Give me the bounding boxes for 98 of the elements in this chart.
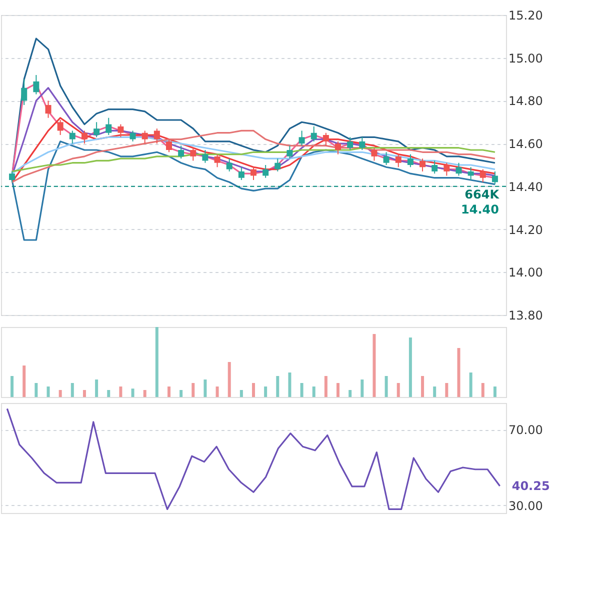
- bar: [493, 386, 496, 397]
- candlestick: [407, 154, 414, 168]
- candlestick: [45, 100, 52, 118]
- y-tick-label: 14.00: [508, 266, 543, 280]
- candlestick: [21, 78, 28, 106]
- y-tick-label: 30.00: [508, 498, 543, 513]
- bar: [312, 386, 316, 397]
- candlestick: [130, 130, 136, 142]
- candlestick: [432, 160, 438, 174]
- candlestick: [262, 164, 269, 178]
- candlestick: [371, 147, 378, 162]
- annotation: 664K: [464, 187, 500, 202]
- bar: [82, 390, 86, 397]
- bar: [180, 390, 183, 397]
- bar: [70, 383, 74, 397]
- candlestick: [492, 170, 498, 185]
- candlestick: [347, 136, 354, 150]
- candlestick: [226, 158, 232, 172]
- y-tick-label: 14.80: [508, 94, 543, 108]
- candlestick: [298, 130, 305, 146]
- candlestick: [33, 74, 40, 95]
- bar: [408, 338, 412, 397]
- bar: [276, 376, 280, 397]
- candlestick: [468, 166, 474, 180]
- candlestick: [69, 130, 76, 144]
- y-tick-label: 14.20: [508, 222, 543, 237]
- candlestick: [142, 130, 148, 144]
- candlestick: [322, 132, 329, 146]
- y-tick-label: 15.20: [508, 8, 543, 22]
- bar: [300, 383, 304, 397]
- candlestick: [94, 122, 100, 138]
- candlestick: [286, 145, 293, 160]
- y-tick-label: 15.00: [508, 51, 543, 66]
- bar: [348, 390, 352, 397]
- candlestick: [480, 168, 486, 183]
- line-series: [11, 130, 496, 183]
- bar: [264, 386, 268, 397]
- candlestick: [359, 136, 366, 150]
- candlestick: [335, 140, 342, 155]
- bar: [481, 383, 484, 397]
- bar: [433, 386, 436, 397]
- bar: [34, 383, 38, 397]
- bar: [107, 390, 110, 397]
- candlestick: [154, 128, 160, 144]
- candlestick: [420, 158, 426, 172]
- line-series: [11, 117, 496, 183]
- bar: [192, 383, 195, 397]
- text: 40.25: [512, 478, 550, 493]
- candlestick: [274, 158, 281, 172]
- bar: [155, 327, 158, 397]
- bar: [167, 386, 170, 397]
- candlestick: [9, 170, 16, 183]
- y-tick-label: 13.80: [508, 308, 543, 322]
- candlestick: [456, 162, 462, 176]
- y-tick-label: 14.40: [508, 180, 543, 194]
- bar: [204, 380, 207, 397]
- bar: [216, 386, 219, 397]
- bar: [143, 390, 146, 397]
- bar: [372, 334, 376, 397]
- bar: [95, 380, 98, 397]
- bar: [252, 383, 255, 397]
- bar: [10, 376, 14, 397]
- candlestick: [178, 145, 184, 160]
- bar: [58, 390, 62, 397]
- bar: [228, 362, 231, 397]
- bar: [336, 383, 340, 397]
- bar: [288, 372, 292, 397]
- candlestick: [310, 126, 317, 142]
- bar: [445, 383, 448, 397]
- y-tick-label: 70.00: [508, 423, 543, 438]
- bar: [421, 376, 424, 397]
- y-tick-label: 14.60: [508, 137, 543, 152]
- bar: [46, 386, 50, 397]
- candlestick: [190, 147, 196, 162]
- candlestick: [383, 152, 390, 166]
- bar: [240, 390, 243, 397]
- bar: [384, 376, 388, 397]
- bar: [131, 388, 134, 397]
- candlestick: [106, 117, 112, 136]
- bar: [360, 380, 364, 397]
- candlestick: [250, 166, 256, 180]
- candlestick: [81, 130, 88, 144]
- bar: [324, 376, 328, 397]
- candlestick: [57, 120, 64, 136]
- bar: [22, 366, 26, 397]
- bar: [119, 386, 122, 397]
- candlestick: [202, 150, 208, 164]
- bar: [469, 372, 472, 397]
- line-series: [6, 408, 501, 510]
- candlestick: [118, 124, 124, 138]
- candlestick: [166, 138, 172, 153]
- candlestick: [214, 154, 220, 168]
- bar: [457, 348, 460, 397]
- candlestick: [238, 166, 244, 180]
- candlestick: [444, 162, 450, 176]
- bar: [396, 383, 400, 397]
- ref-line-label: 14.40: [461, 202, 499, 216]
- candlestick: [395, 154, 402, 168]
